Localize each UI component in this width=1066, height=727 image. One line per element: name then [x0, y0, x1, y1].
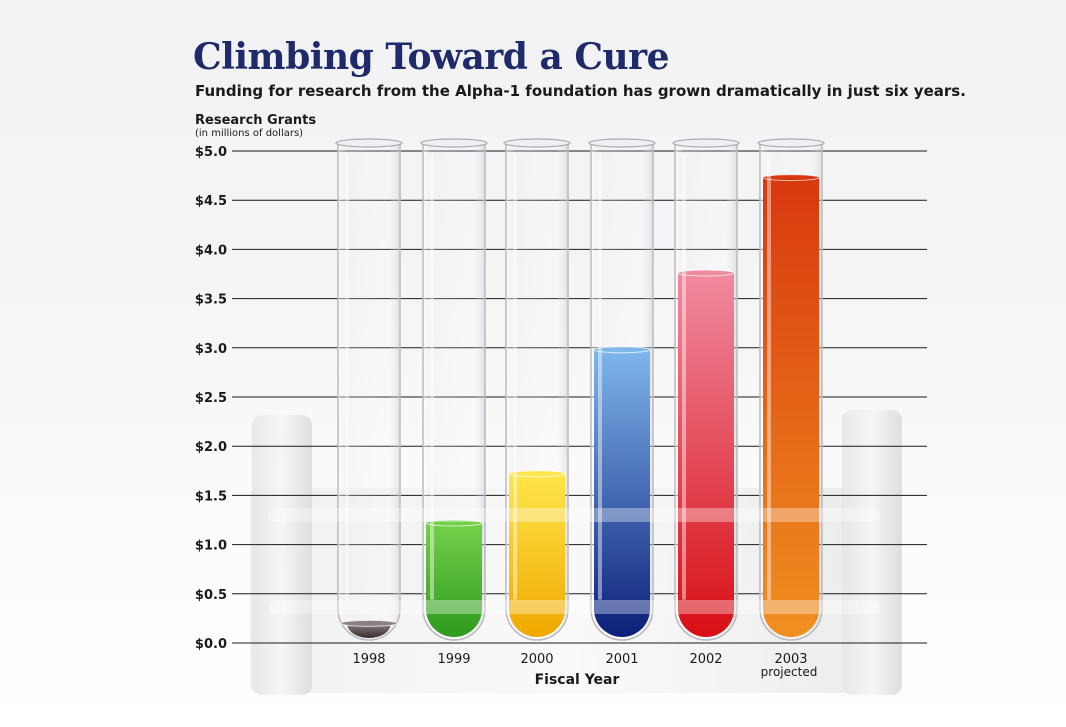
x-tick-note: projected: [761, 665, 818, 679]
tube-rim: [503, 138, 571, 148]
y-tick-label: $1.0: [195, 539, 227, 554]
x-tick-label: 2003: [774, 652, 807, 667]
x-tick-label: 2001: [605, 652, 638, 667]
tube-liquid-bar: [594, 349, 650, 637]
liquid-surface: [508, 470, 566, 478]
liquid-surface: [762, 174, 820, 182]
tube-highlight: [598, 153, 602, 600]
liquid-surface: [425, 519, 483, 527]
tube-rim: [335, 138, 403, 148]
tube-2000: [503, 138, 571, 641]
y-axis-unit-note: (in millions of dollars): [195, 128, 304, 139]
x-tick-label: 1999: [437, 652, 470, 667]
tube-liquid-bar: [678, 273, 734, 637]
tube-highlight: [430, 153, 434, 600]
chart-title: Climbing Toward a Cure: [193, 36, 670, 78]
tube-rim: [588, 138, 656, 148]
x-tick-label: 2000: [520, 652, 553, 667]
tube-liquid-bar: [347, 623, 391, 638]
tube-highlight: [767, 153, 771, 600]
tube-2001: [588, 138, 656, 641]
liquid-surface: [593, 346, 651, 354]
x-axis-title: Fiscal Year: [535, 672, 620, 688]
y-axis-title: Research Grants: [195, 113, 317, 128]
x-tick-label: 2002: [689, 652, 722, 667]
y-tick-label: $0.0: [195, 637, 227, 652]
liquid-surface: [677, 269, 735, 277]
tube-1998: [335, 138, 403, 641]
liquid-surface: [340, 619, 398, 627]
y-tick-label: $4.5: [195, 194, 227, 209]
tube-glass: [422, 143, 486, 641]
y-tick-label: $0.5: [195, 588, 227, 603]
tube-2002: [672, 138, 740, 641]
rack-front-bar-upper: [268, 508, 880, 522]
y-tick-label: $4.0: [195, 243, 227, 258]
y-tick-label: $3.5: [195, 293, 227, 308]
tube-liquid-bar: [509, 473, 565, 637]
chart-subtitle: Funding for research from the Alpha-1 fo…: [195, 82, 966, 100]
tube-glass: [337, 143, 401, 641]
rack-front-bar-lower: [268, 600, 880, 614]
tube-liquid-bar: [426, 522, 482, 637]
y-tick-label: $3.0: [195, 342, 227, 357]
tube-rim: [420, 138, 488, 148]
tube-liquid-bar: [763, 177, 819, 637]
tube-highlight: [682, 153, 686, 600]
y-tick-label: $1.5: [195, 489, 227, 504]
y-axis-ticks: $0.0 $0.5 $1.0 $1.5 $2.0 $2.5 $3.0 $3.5 $4.0 $4.5…: [195, 145, 227, 652]
tube-2003: [757, 138, 825, 641]
tube-rim: [672, 138, 740, 148]
tube-highlight: [513, 153, 517, 600]
rack-left-post: [252, 415, 312, 695]
tube-1999: [420, 138, 488, 641]
y-tick-label: $2.5: [195, 391, 227, 406]
tube-rim: [757, 138, 825, 148]
rack-front: [268, 508, 880, 614]
y-tick-label: $2.0: [195, 440, 227, 455]
y-tick-label: $5.0: [195, 145, 227, 160]
rack-right-post: [842, 410, 902, 695]
tube-highlight: [345, 153, 349, 600]
x-tick-label: 1998: [352, 652, 385, 667]
tubes: [335, 138, 825, 641]
